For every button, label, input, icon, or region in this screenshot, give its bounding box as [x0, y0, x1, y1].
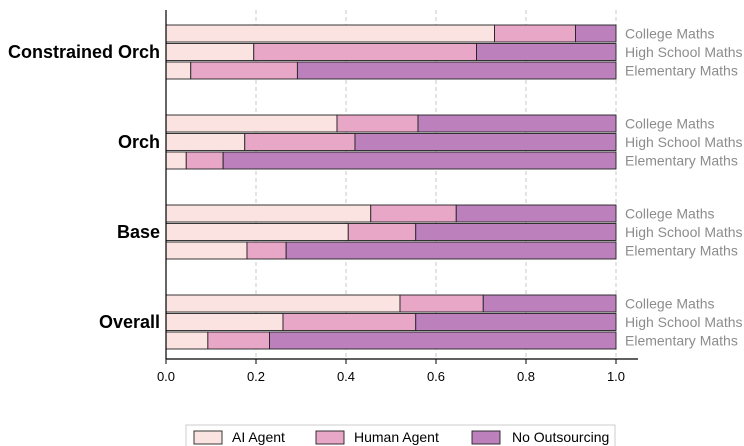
bar-human-agent: [253, 43, 477, 61]
legend-frame: [185, 424, 616, 446]
bar-ai-agent: [165, 241, 248, 260]
row-label: College Maths: [625, 116, 715, 132]
row-label: College Maths: [625, 206, 715, 222]
bar-ai-agent: [165, 43, 255, 61]
bar-ai-agent: [165, 331, 209, 350]
bar-no-outsourcing: [482, 294, 617, 313]
x-tick-label: 0.0: [157, 369, 175, 384]
x-tick-label: 0.8: [517, 369, 535, 384]
bar-no-outsourcing: [285, 241, 617, 260]
legend: AI Agent Human Agent No Outsourcing: [185, 424, 616, 446]
x-tick-label: 0.6: [427, 369, 445, 384]
bar-no-outsourcing: [269, 331, 617, 350]
group-label: Constrained Orch: [8, 42, 160, 62]
x-tick-label: 0.2: [247, 369, 265, 384]
legend-swatch: [471, 430, 501, 445]
bar-no-outsourcing: [575, 24, 617, 43]
bar-ai-agent: [165, 61, 192, 80]
labels: College Maths High School Maths Elementary…: [8, 26, 743, 349]
bar-human-agent: [246, 241, 287, 260]
bar-human-agent: [190, 61, 298, 80]
x-ticks: 0.0 0.2 0.4 0.6 0.8 1.0: [157, 359, 625, 384]
bar-no-outsourcing: [415, 313, 617, 331]
bar-no-outsourcing: [222, 151, 617, 170]
bar-no-outsourcing: [415, 223, 617, 241]
axes: [165, 10, 638, 360]
row-label: High School Maths: [625, 134, 743, 150]
bar-human-agent: [370, 204, 457, 223]
legend-label: Human Agent: [354, 429, 439, 445]
row-label: Elementary Maths: [625, 153, 738, 169]
row-label: College Maths: [625, 26, 715, 42]
bar-human-agent: [347, 223, 417, 241]
bar-human-agent: [244, 133, 356, 151]
bar-human-agent: [185, 151, 224, 170]
bar-ai-agent: [165, 223, 349, 241]
legend-label: No Outsourcing: [512, 429, 609, 445]
bar-human-agent: [336, 114, 419, 133]
group-label: Base: [117, 222, 160, 242]
bar-human-agent: [494, 24, 576, 43]
legend-swatch: [315, 430, 345, 445]
bar-human-agent: [282, 313, 417, 331]
bar-no-outsourcing: [417, 114, 617, 133]
bar-ai-agent: [165, 151, 187, 170]
bar-no-outsourcing: [476, 43, 617, 61]
bar-ai-agent: [165, 313, 284, 331]
legend-swatch: [193, 430, 223, 445]
group-label: Orch: [118, 132, 160, 152]
row-label: Elementary Maths: [625, 333, 738, 349]
group-label: Overall: [99, 312, 160, 332]
bar-human-agent: [207, 331, 270, 350]
bar-ai-agent: [165, 204, 372, 223]
row-label: High School Maths: [625, 44, 743, 60]
bar-no-outsourcing: [455, 204, 617, 223]
bar-ai-agent: [165, 24, 495, 43]
legend-label: AI Agent: [232, 429, 285, 445]
bar-ai-agent: [165, 114, 338, 133]
bar-ai-agent: [165, 294, 401, 313]
row-label: High School Maths: [625, 224, 743, 240]
x-tick-label: 0.4: [337, 369, 355, 384]
bar-no-outsourcing: [354, 133, 617, 151]
row-label: Elementary Maths: [625, 63, 738, 79]
row-label: Elementary Maths: [625, 243, 738, 259]
row-label: High School Maths: [625, 314, 743, 330]
row-label: College Maths: [625, 296, 715, 312]
bars: [165, 24, 617, 350]
bar-human-agent: [399, 294, 484, 313]
bar-no-outsourcing: [296, 61, 617, 80]
bar-ai-agent: [165, 133, 246, 151]
x-tick-label: 1.0: [607, 369, 625, 384]
